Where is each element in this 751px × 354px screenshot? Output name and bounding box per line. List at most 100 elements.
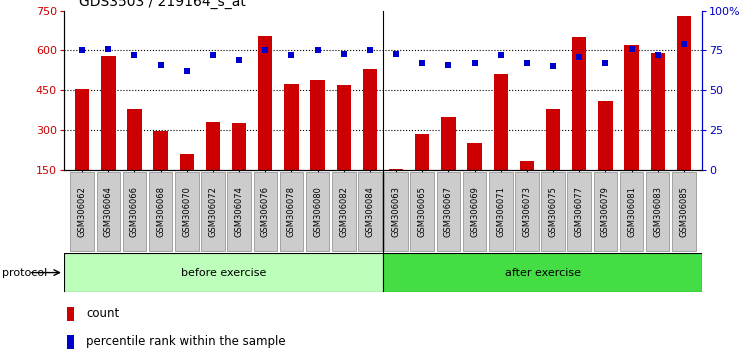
Text: GSM306085: GSM306085	[680, 186, 689, 237]
Bar	[411, 172, 434, 251]
Bar	[593, 172, 617, 251]
Bar	[206, 122, 220, 170]
Text: GSM306074: GSM306074	[234, 186, 243, 237]
Bar	[620, 172, 644, 251]
Bar	[101, 56, 116, 170]
Point	[390, 51, 402, 56]
Point	[521, 60, 533, 66]
Text: percentile rank within the sample: percentile rank within the sample	[86, 335, 286, 348]
Bar	[254, 172, 277, 251]
Bar	[64, 253, 383, 292]
Bar	[336, 85, 351, 170]
Bar	[228, 172, 251, 251]
Bar	[493, 74, 508, 170]
Bar	[520, 161, 534, 170]
Bar	[201, 172, 225, 251]
Point	[678, 41, 690, 47]
Point	[76, 47, 88, 53]
Text: GSM306071: GSM306071	[496, 186, 505, 237]
Bar	[541, 172, 565, 251]
Point	[285, 52, 297, 58]
Text: after exercise: after exercise	[505, 268, 581, 278]
Point	[364, 47, 376, 53]
Point	[573, 54, 585, 59]
Bar	[310, 80, 324, 170]
Bar	[232, 124, 246, 170]
Point	[155, 62, 167, 68]
Point	[338, 51, 350, 56]
Point	[495, 52, 507, 58]
Text: GDS3503 / 219164_s_at: GDS3503 / 219164_s_at	[79, 0, 246, 9]
Bar	[122, 172, 146, 251]
Point	[626, 46, 638, 52]
Bar	[383, 253, 702, 292]
Bar	[677, 16, 691, 170]
Bar	[97, 172, 120, 251]
Text: GSM306083: GSM306083	[653, 186, 662, 237]
Text: GSM306080: GSM306080	[313, 186, 322, 237]
Text: GSM306081: GSM306081	[627, 186, 636, 237]
Text: GSM306084: GSM306084	[366, 186, 375, 237]
Bar	[646, 172, 669, 251]
Bar	[306, 172, 330, 251]
Point	[312, 47, 324, 53]
Bar	[67, 307, 74, 321]
Bar	[672, 172, 695, 251]
Text: before exercise: before exercise	[181, 268, 266, 278]
Bar	[463, 172, 487, 251]
Bar	[153, 131, 167, 170]
Text: GSM306069: GSM306069	[470, 186, 479, 237]
Bar	[67, 335, 74, 348]
Bar	[279, 172, 303, 251]
Text: GSM306079: GSM306079	[601, 186, 610, 237]
Bar	[71, 172, 94, 251]
Bar	[389, 169, 403, 170]
Bar	[624, 45, 639, 170]
Bar	[436, 172, 460, 251]
Bar	[546, 109, 560, 170]
Point	[442, 62, 454, 68]
Bar	[179, 154, 194, 170]
Bar	[385, 172, 408, 251]
Point	[207, 52, 219, 58]
Bar	[175, 172, 198, 251]
Text: GSM306076: GSM306076	[261, 186, 270, 237]
Text: GSM306067: GSM306067	[444, 186, 453, 237]
Bar	[415, 134, 430, 170]
Text: GSM306066: GSM306066	[130, 186, 139, 237]
Bar	[75, 89, 89, 170]
Text: GSM306073: GSM306073	[523, 186, 532, 237]
Bar	[284, 84, 299, 170]
Bar	[467, 143, 482, 170]
Bar	[572, 37, 587, 170]
Text: GSM306072: GSM306072	[209, 186, 218, 237]
Bar	[363, 69, 377, 170]
Bar	[442, 117, 456, 170]
Bar	[358, 172, 382, 251]
Bar	[127, 109, 142, 170]
Bar	[599, 101, 613, 170]
Bar	[149, 172, 173, 251]
Bar	[489, 172, 512, 251]
Point	[652, 52, 664, 58]
Point	[102, 46, 114, 52]
Point	[233, 57, 245, 63]
Text: GSM306065: GSM306065	[418, 186, 427, 237]
Text: GSM306078: GSM306078	[287, 186, 296, 237]
Text: GSM306082: GSM306082	[339, 186, 348, 237]
Bar	[515, 172, 538, 251]
Text: GSM306077: GSM306077	[575, 186, 584, 237]
Bar	[650, 53, 665, 170]
Text: GSM306070: GSM306070	[182, 186, 192, 237]
Text: GSM306063: GSM306063	[391, 186, 400, 237]
Text: GSM306064: GSM306064	[104, 186, 113, 237]
Point	[181, 68, 193, 74]
Text: GSM306068: GSM306068	[156, 186, 165, 237]
Text: count: count	[86, 307, 119, 320]
Point	[416, 60, 428, 66]
Point	[547, 64, 559, 69]
Text: GSM306075: GSM306075	[548, 186, 557, 237]
Text: GSM306062: GSM306062	[77, 186, 86, 237]
Point	[469, 60, 481, 66]
Text: protocol: protocol	[2, 268, 47, 278]
